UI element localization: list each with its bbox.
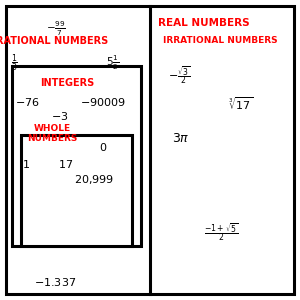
Bar (12, 66, 141, 246)
Text: INTEGERS: INTEGERS (40, 77, 94, 88)
Text: $-90009$: $-90009$ (80, 96, 125, 108)
Text: $\frac{-1+\sqrt{5}}{2}$: $\frac{-1+\sqrt{5}}{2}$ (204, 221, 238, 244)
Text: $-1.337$: $-1.337$ (34, 276, 77, 288)
Text: $-\frac{99}{7}$: $-\frac{99}{7}$ (46, 19, 66, 38)
Text: RATIONAL NUMBERS: RATIONAL NUMBERS (0, 35, 109, 46)
Text: $-76$: $-76$ (15, 96, 40, 108)
Text: $0$: $0$ (99, 141, 107, 153)
Text: $3\pi$: $3\pi$ (172, 131, 190, 145)
Text: $-3$: $-3$ (51, 110, 68, 122)
Bar (21, 135, 132, 246)
Text: $\frac{1}{3}$: $\frac{1}{3}$ (11, 52, 17, 74)
Text: WHOLE
NUMBERS: WHOLE NUMBERS (27, 124, 78, 143)
Text: IRRATIONAL NUMBERS: IRRATIONAL NUMBERS (163, 36, 278, 45)
Text: $-\frac{\sqrt{3}}{2}$: $-\frac{\sqrt{3}}{2}$ (168, 64, 190, 86)
Text: $\sqrt[3]{17}$: $\sqrt[3]{17}$ (228, 95, 254, 112)
Text: $1$: $1$ (22, 158, 31, 169)
Text: $20{,}999$: $20{,}999$ (74, 173, 114, 187)
Text: $17$: $17$ (58, 158, 74, 169)
Text: $5\frac{1}{2}$: $5\frac{1}{2}$ (106, 54, 120, 72)
Text: REAL NUMBERS: REAL NUMBERS (158, 17, 250, 28)
